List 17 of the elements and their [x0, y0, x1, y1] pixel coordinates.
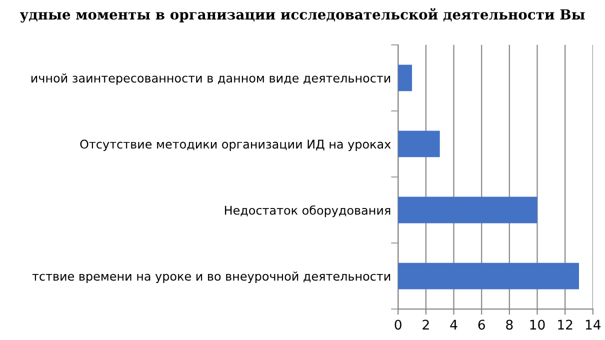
x-tick-label: 0 [394, 320, 402, 330]
y-tick-label: тствие времени на уроке и во внеурочной деятельности [32, 272, 390, 284]
x-tick-label: 4 [450, 320, 458, 330]
x-tick-label: 2 [422, 320, 429, 330]
bar [398, 196, 538, 224]
bar [398, 130, 440, 158]
y-tick-label: Недостаток оборудования [224, 205, 390, 218]
x-tick-label: 10 [530, 320, 545, 330]
x-tick-label: 6 [478, 320, 485, 330]
bar [398, 262, 579, 290]
chart-title: удные моменты в организации исследовательской деятельности Вы [20, 8, 585, 23]
y-tick-label: ичной заинтересованности в данном виде деятельности [31, 73, 390, 85]
x-tick-label: 8 [506, 320, 513, 330]
x-tick-label: 14 [586, 320, 601, 330]
bar [398, 64, 412, 92]
x-tick-label: 12 [558, 320, 572, 330]
y-tick-label: Отсутствие методики организации ИД на уроках [80, 140, 391, 151]
